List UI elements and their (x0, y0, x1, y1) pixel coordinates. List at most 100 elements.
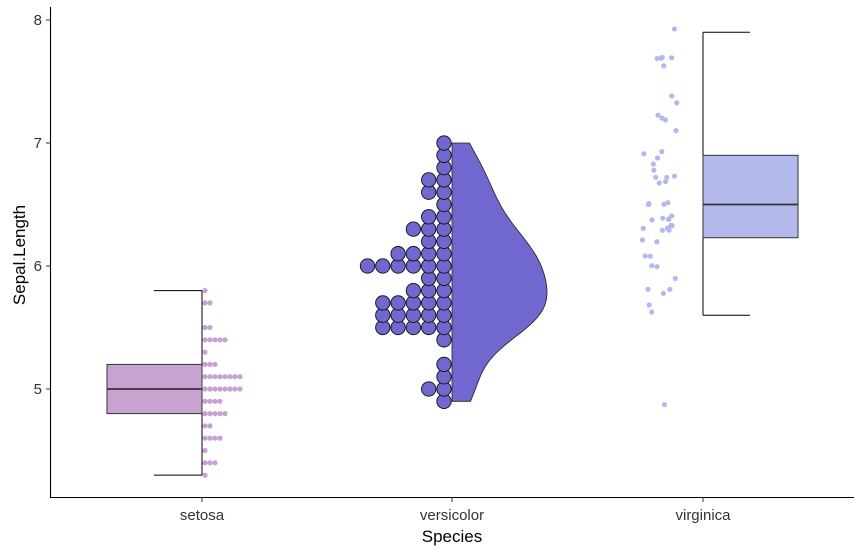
setosa-dot (207, 324, 213, 331)
y-tick-label: 8 (34, 12, 42, 29)
setosa-dot (202, 386, 208, 392)
y-axis-title: Sepal.Length (10, 205, 29, 305)
versicolor-dot (405, 221, 422, 237)
setosa-dot (202, 337, 208, 343)
virginica-point (659, 148, 665, 155)
setosa-dot (207, 386, 213, 392)
virginica-point (666, 227, 672, 233)
setosa-dot (207, 300, 213, 306)
virginica-group (639, 26, 799, 408)
setosa-dot (207, 337, 213, 343)
virginica-point (649, 217, 655, 223)
virginica-point (646, 302, 652, 308)
virginica-point (671, 173, 678, 179)
setosa-dot (202, 361, 208, 367)
virginica-point (656, 180, 662, 186)
virginica-point (661, 401, 668, 408)
setosa-dot (212, 386, 218, 392)
setosa-dot (217, 435, 223, 441)
setosa-dot (232, 386, 238, 392)
virginica-point (647, 253, 653, 259)
virginica-point (649, 263, 655, 269)
y-tick-label: 7 (34, 135, 42, 152)
versicolor-group (359, 135, 548, 409)
setosa-dot (232, 374, 238, 380)
versicolor-dot (359, 258, 376, 274)
virginica-point (645, 286, 651, 292)
virginica-point (646, 200, 652, 207)
virginica-point (673, 127, 679, 134)
virginica-point (660, 290, 666, 296)
virginica-box (702, 154, 799, 239)
setosa-dot (207, 423, 213, 429)
setosa-dot (222, 386, 228, 392)
virginica-point (655, 112, 661, 118)
setosa-dot (217, 411, 223, 417)
versicolor-half-violin (451, 142, 548, 402)
setosa-dot (202, 398, 208, 404)
x-axis-ticks: setosa versicolor virginica (180, 497, 731, 524)
x-tick-label-setosa: setosa (180, 507, 225, 524)
setosa-dot (202, 435, 208, 441)
setosa-dot (202, 300, 208, 306)
virginica-point (639, 237, 646, 243)
versicolor-dot (421, 172, 437, 188)
virginica-point (651, 167, 657, 173)
setosa-group (106, 288, 243, 478)
setosa-dot (202, 447, 208, 454)
setosa-dot (217, 386, 223, 392)
versicolor-dot (390, 295, 406, 311)
setosa-dot (207, 411, 213, 417)
virginica-point (674, 100, 680, 106)
setosa-dot (222, 374, 228, 380)
versicolor-dot (421, 209, 437, 225)
setosa-dot (227, 374, 233, 380)
virginica-point (662, 179, 669, 185)
virginica-point (665, 200, 671, 206)
virginica-point (654, 155, 661, 161)
virginica-point (660, 215, 666, 221)
setosa-dot (222, 411, 228, 417)
virginica-point (641, 151, 647, 157)
versicolor-dot (375, 258, 391, 274)
virginica-point (649, 309, 655, 315)
virginica-point (661, 63, 667, 69)
virginica-point (672, 275, 678, 282)
setosa-dot (207, 374, 213, 380)
setosa-dot (217, 337, 223, 343)
virginica-point (653, 174, 659, 180)
setosa-dot (202, 374, 208, 380)
y-axis-ticks: 5 6 7 8 (34, 12, 50, 398)
versicolor-dot (436, 135, 452, 151)
versicolor-dot (375, 295, 391, 311)
virginica-point (669, 213, 675, 219)
setosa-dot (222, 337, 228, 343)
setosa-dot (207, 361, 213, 367)
virginica-point (664, 174, 670, 180)
virginica-point (671, 26, 678, 32)
virginica-point (654, 55, 660, 62)
setosa-dot (212, 374, 218, 380)
versicolor-dot (405, 282, 422, 299)
setosa-dot (237, 374, 243, 380)
virginica-point (654, 264, 660, 270)
virginica-point (669, 93, 675, 99)
x-tick-label-versicolor: versicolor (420, 507, 484, 524)
setosa-dot (212, 460, 218, 466)
plot-area (106, 26, 799, 478)
setosa-dot (207, 460, 213, 466)
setosa-dot (212, 398, 218, 404)
setosa-dot (212, 337, 218, 343)
versicolor-dot (421, 381, 437, 397)
setosa-dot (207, 398, 213, 404)
y-tick-label: 6 (34, 258, 42, 275)
y-tick-label: 5 (34, 381, 42, 398)
setosa-dot (202, 411, 208, 417)
virginica-point (654, 239, 660, 245)
versicolor-dot (436, 356, 452, 373)
setosa-dot (207, 435, 213, 441)
virginica-point (659, 115, 665, 121)
virginica-point (666, 216, 672, 222)
virginica-point (642, 253, 648, 259)
